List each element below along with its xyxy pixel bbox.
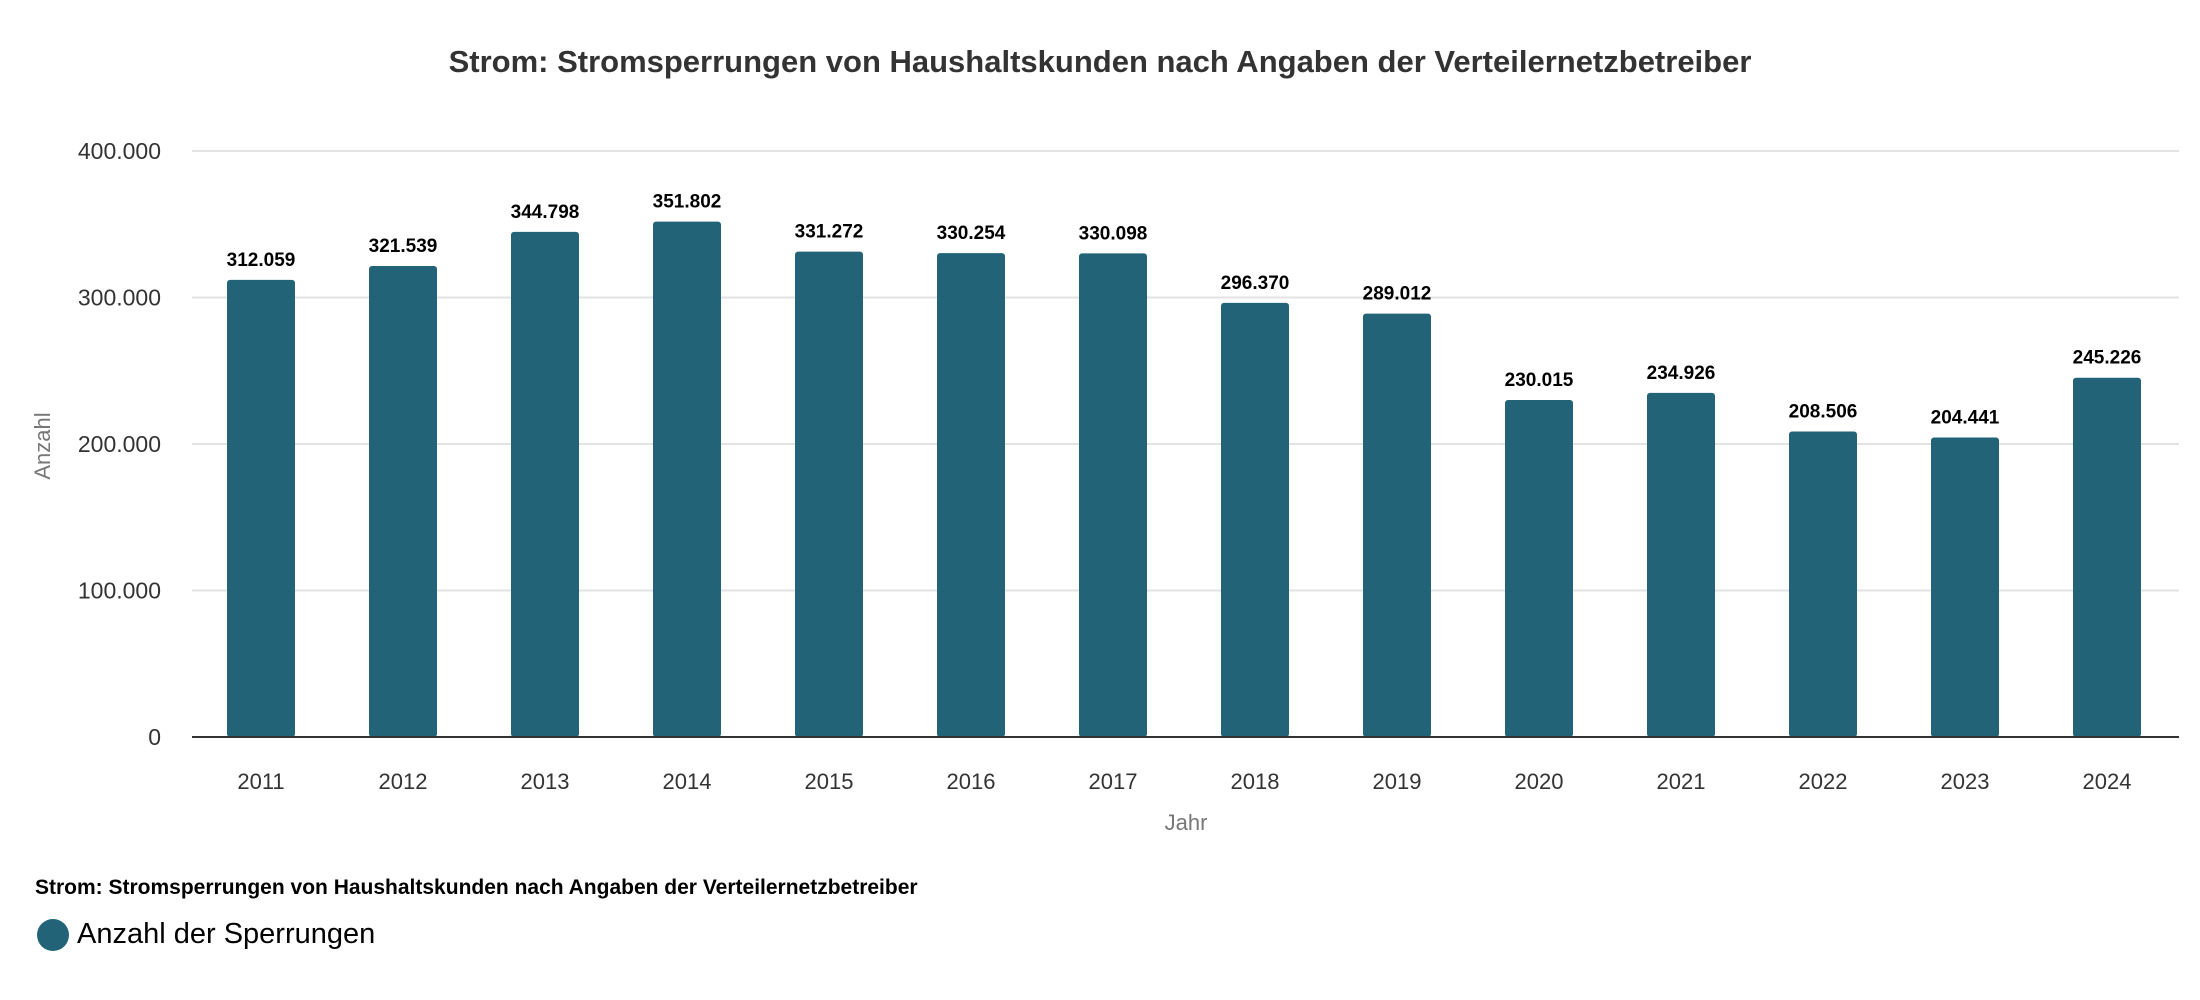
x-tick-label: 2024 [2083, 769, 2132, 794]
legend-label: Anzahl der Sperrungen [77, 918, 376, 950]
bar [369, 265, 437, 737]
bar [1221, 302, 1289, 737]
x-tick-labels: 2011 2012 2013 2014 2015 2016 2017 2018 2019 2020… [237, 769, 2131, 794]
data-label: 245.226 [2073, 348, 2142, 369]
legend-title: Strom: Stromsperrungen von Haushaltskund… [35, 876, 918, 899]
y-axis-title: Anzahl [30, 412, 55, 479]
data-label: 289.012 [1363, 284, 1432, 305]
y-tick-label: 400.000 [78, 138, 161, 164]
gridlines [192, 150, 2179, 592]
x-tick-label: 2018 [1231, 769, 1280, 794]
legend-item[interactable]: Anzahl der Sperrungen [37, 918, 375, 951]
bar [1079, 253, 1147, 737]
data-label: 330.098 [1079, 223, 1148, 244]
y-tick-labels: 0 100.000 200.000 300.000 400.000 [78, 138, 161, 750]
data-label: 208.506 [1789, 402, 1858, 423]
bar [2073, 377, 2141, 737]
data-label: 230.015 [1505, 370, 1574, 391]
bar [227, 279, 295, 737]
data-label: 321.539 [369, 236, 438, 257]
y-tick-label: 100.000 [78, 578, 161, 604]
data-label: 234.926 [1647, 363, 1716, 384]
bar [937, 253, 1005, 737]
bar [653, 221, 721, 737]
data-label: 331.272 [795, 222, 864, 243]
x-tick-label: 2016 [947, 769, 996, 794]
bars [227, 221, 2141, 738]
y-tick-label: 0 [148, 724, 161, 750]
x-tick-label: 2011 [237, 769, 284, 794]
data-label: 296.370 [1221, 273, 1290, 294]
x-tick-label: 2022 [1799, 769, 1848, 794]
bar [1647, 392, 1715, 737]
x-tick-label: 2015 [805, 769, 854, 794]
data-label: 204.441 [1931, 407, 2000, 428]
bar [1931, 437, 1999, 737]
x-tick-label: 2020 [1515, 769, 1564, 794]
data-label: 312.059 [227, 250, 296, 271]
data-label: 330.254 [937, 223, 1006, 244]
x-tick-label: 2014 [663, 769, 712, 794]
x-tick-label: 2021 [1657, 769, 1706, 794]
chart-title: Strom: Stromsperrungen von Haushaltskund… [448, 44, 1752, 79]
x-tick-label: 2013 [521, 769, 570, 794]
bar [795, 251, 863, 737]
y-tick-label: 200.000 [78, 431, 161, 457]
x-tick-label: 2019 [1373, 769, 1422, 794]
x-axis-title: Jahr [1165, 810, 1208, 835]
x-tick-label: 2012 [379, 769, 428, 794]
bar [1505, 400, 1573, 737]
bar [1363, 313, 1431, 737]
data-labels: 312.059 321.539 344.798 351.802 331.272 330.2… [227, 192, 2142, 429]
x-tick-label: 2017 [1089, 769, 1138, 794]
data-label: 351.802 [653, 192, 722, 213]
data-label: 344.798 [511, 202, 580, 223]
x-tick-label: 2023 [1941, 769, 1990, 794]
bar [511, 231, 579, 738]
y-tick-label: 300.000 [78, 285, 161, 311]
bar [1789, 431, 1857, 737]
legend-marker-icon [37, 918, 69, 951]
